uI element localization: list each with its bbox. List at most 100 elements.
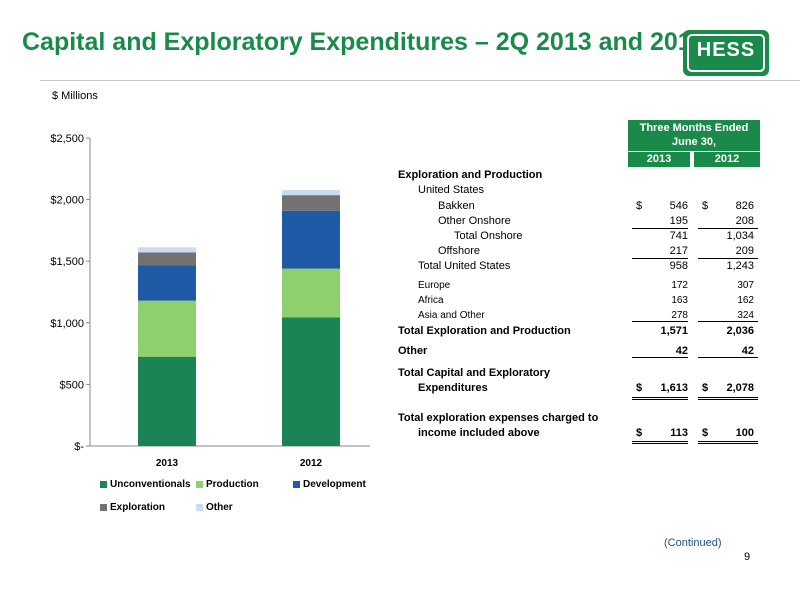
row-label: Offshore — [438, 245, 480, 257]
value-2012: 162 — [737, 295, 754, 306]
table-row: Other Onshore 195 208 — [398, 215, 758, 231]
bar-segment-other-2013 — [138, 247, 196, 253]
currency-symbol: $ — [636, 427, 643, 439]
table-header-line2: June 30, — [671, 136, 717, 148]
underline-2013 — [632, 228, 688, 229]
slide-title: Capital and Exploratory Expenditures – 2… — [22, 28, 706, 56]
y-tick-label: $1,000 — [50, 318, 84, 330]
y-tick-label: $2,500 — [50, 133, 84, 145]
logo-border — [687, 34, 765, 72]
x-tick-label: 2012 — [300, 458, 323, 469]
value-2012: 1,243 — [726, 260, 754, 272]
units-note: $ Millions — [52, 90, 98, 102]
bar-segment-other-2012 — [282, 189, 340, 196]
row-label: Total exploration expenses charged to — [398, 412, 599, 424]
table-row: Europe 172 307 — [398, 280, 758, 296]
row-label: Other — [398, 345, 428, 357]
bar-segment-development-2013 — [138, 265, 196, 301]
bar-segment-unconventionals-2012 — [282, 317, 340, 446]
row-label: Total United States — [418, 260, 511, 272]
legend-item-unconventionals: Unconventionals — [100, 479, 191, 490]
value-2013: 195 — [669, 215, 688, 227]
y-tick-label: $2,000 — [50, 195, 84, 207]
row-label: Exploration and Production — [398, 169, 543, 181]
row-label: income included above — [418, 427, 540, 439]
legend-swatch — [100, 504, 107, 511]
bar-segment-production-2013 — [138, 300, 196, 357]
row-label: Other Onshore — [438, 215, 511, 227]
legend-item-development: Development — [293, 479, 366, 490]
currency-symbol: $ — [702, 427, 709, 439]
logo-text: HESS — [696, 39, 756, 61]
double-underline-2013 — [632, 441, 688, 442]
table-row: Asia and Other 278 324 — [398, 310, 758, 326]
double-underline-2012 — [698, 399, 758, 400]
underline-2012 — [698, 258, 758, 259]
y-tick-label: $500 — [60, 379, 84, 391]
table-row: Total Capital and Exploratory — [398, 367, 758, 383]
legend-swatch — [196, 504, 203, 511]
row-label: Total Capital and Exploratory — [398, 367, 550, 379]
value-2013: 42 — [675, 345, 688, 357]
table-row: Bakken $ $546 826 — [398, 200, 758, 216]
underline-2013 — [632, 357, 688, 358]
double-underline-2013 — [632, 443, 688, 444]
bar-segment-exploration-2012 — [282, 195, 340, 211]
row-label: Africa — [418, 295, 444, 306]
title-divider — [40, 80, 800, 81]
bar-segment-production-2012 — [282, 268, 340, 318]
value-2013: 278 — [671, 310, 688, 321]
currency-symbol: $ — [636, 382, 643, 394]
double-underline-2012 — [698, 443, 758, 444]
double-underline-2013 — [632, 399, 688, 400]
table-row: Total United States 958 1,243 — [398, 260, 758, 276]
bar-segment-unconventionals-2013 — [138, 356, 196, 446]
underline-2013 — [632, 321, 688, 322]
table-row: United States — [398, 184, 758, 200]
legend-label: Exploration — [110, 502, 166, 513]
currency-symbol: $ — [636, 200, 643, 212]
table-row: Exploration and Production — [398, 169, 758, 185]
row-label: United States — [418, 184, 485, 196]
row-label: Europe — [418, 280, 451, 291]
value-2013: 217 — [669, 245, 688, 257]
underline-2012 — [698, 321, 758, 322]
value-2013: 113 — [670, 427, 688, 439]
y-tick-label: $- — [74, 441, 84, 453]
value-2012: 307 — [737, 280, 754, 291]
table-row: Africa 163 162 — [398, 295, 758, 311]
table-row: income included above $ $113 100 — [398, 427, 758, 443]
value-2012: 2,036 — [726, 325, 754, 337]
value-2012: 208 — [735, 215, 754, 227]
legend-label: Other — [206, 502, 233, 513]
legend-swatch — [100, 481, 107, 488]
value-2012: 209 — [735, 245, 754, 257]
value-2012: 1,034 — [726, 230, 754, 242]
value-2012: 826 — [735, 200, 754, 212]
table-row: Total exploration expenses charged to — [398, 412, 758, 428]
table-header-line1: Three Months Ended — [639, 122, 749, 134]
table-row: Total Exploration and Production 1,571 2,0… — [398, 325, 758, 341]
table-header-2013: 2013 — [628, 152, 690, 167]
legend-label: Unconventionals — [110, 479, 191, 490]
legend-item-other: Other — [196, 502, 233, 513]
legend-swatch — [293, 481, 300, 488]
double-underline-2012 — [698, 397, 758, 398]
value-2013: 741 — [669, 230, 688, 242]
bar-segment-exploration-2013 — [138, 252, 196, 266]
x-tick-label: 2013 — [156, 458, 179, 469]
value-2012: 324 — [737, 310, 754, 321]
currency-symbol: $ — [702, 382, 709, 394]
currency-symbol: $ — [702, 200, 709, 212]
continued-note: (Continued) — [664, 537, 722, 549]
value-2013: 1,613 — [660, 382, 688, 394]
legend-label: Production — [206, 479, 259, 490]
double-underline-2012 — [698, 441, 758, 442]
table-row: Other 42 42 — [398, 345, 758, 361]
underline-2012 — [698, 228, 758, 229]
value-2013: 546 — [669, 200, 688, 212]
table-row: Expenditures $ $1,613 2,078 — [398, 382, 758, 398]
value-2013: 958 — [669, 260, 688, 272]
table-header-period: Three Months Ended June 30, — [628, 120, 760, 151]
